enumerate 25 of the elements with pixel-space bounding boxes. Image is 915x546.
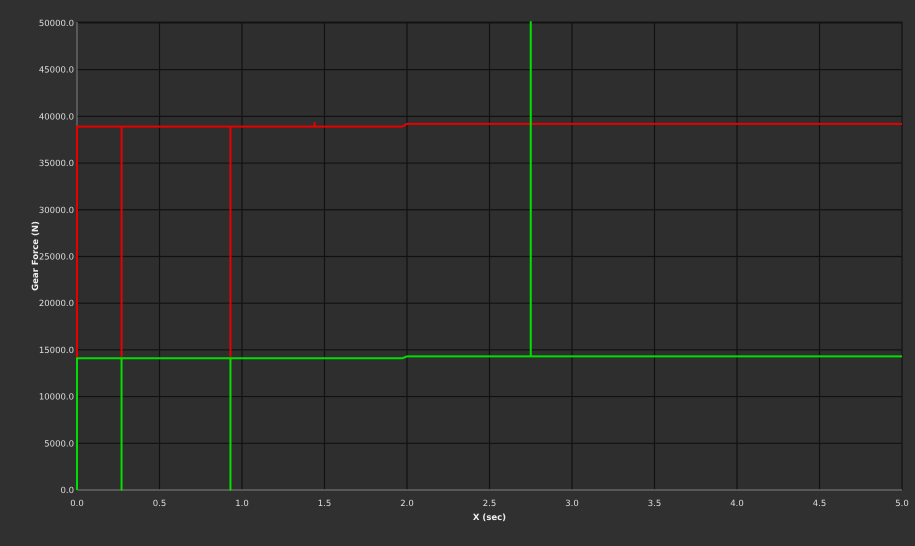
y-tick-label: 0.0 (60, 486, 74, 496)
x-axis-title: X (sec) (472, 513, 506, 523)
x-tick-label: 2.5 (482, 499, 496, 509)
y-tick-label: 45000.0 (38, 66, 74, 76)
y-tick-label: 15000.0 (38, 346, 74, 356)
y-tick-label: 25000.0 (38, 252, 74, 262)
y-tick-label: 35000.0 (38, 159, 74, 170)
x-tick-label: 4.0 (730, 499, 744, 509)
y-tick-label: 10000.0 (38, 392, 74, 403)
y-tick-label: 30000.0 (38, 206, 74, 216)
x-tick-label: 0.5 (152, 499, 166, 509)
x-tick-label: 3.5 (648, 499, 662, 509)
y-tick-label: 40000.0 (38, 112, 74, 122)
x-tick-label: 1.0 (235, 499, 249, 509)
x-tick-label: 1.5 (318, 499, 332, 509)
x-tick-label: 2.0 (400, 499, 414, 509)
y-tick-label: 20000.0 (38, 299, 74, 310)
line-series (76, 21, 903, 491)
x-tick-label: 3.0 (565, 499, 579, 509)
y-tick-label: 5000.0 (44, 439, 74, 450)
x-tick-label: 4.5 (812, 499, 826, 509)
y-tick-label: 50000.0 (38, 18, 74, 29)
x-tick-label: 5.0 (895, 499, 909, 509)
x-tick-label: 0.0 (70, 499, 84, 509)
y-axis-title: Gear Force (N) (31, 221, 41, 291)
